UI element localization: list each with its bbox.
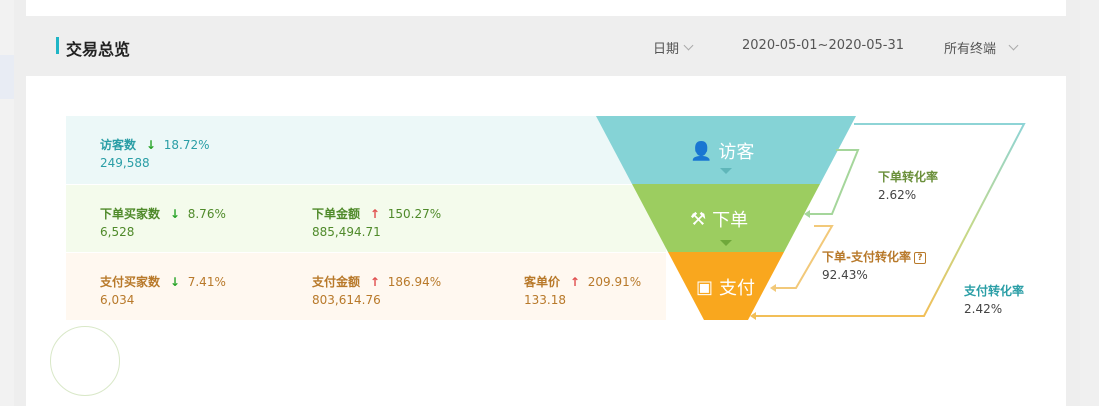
arrow-up-icon: ↑ (369, 207, 380, 221)
metric-value: 133.18 (524, 293, 566, 307)
arrow-down-icon: ↓ (145, 138, 156, 152)
funnel-order-label: ⚒ 下单 (690, 206, 748, 232)
left-nav-active-item[interactable] (0, 55, 14, 99)
chart-partial-circle (50, 326, 120, 396)
metric-label: 支付金额 (312, 275, 361, 289)
arrow-up-icon: ↑ (569, 275, 580, 289)
rate-value: 2.42% (964, 302, 1003, 316)
funnel-visitor-stage (596, 116, 856, 184)
visitor-to-order-connector (810, 149, 860, 215)
chevron-down-icon (1008, 40, 1019, 51)
metric-avg-order-value: 客单价 ↑ 209.91% 133.18 (524, 273, 641, 307)
metric-order-buyers: 下单买家数 ↓ 8.76% 6,528 (100, 205, 226, 239)
section-title: 交易总览 (66, 40, 131, 59)
wallet-icon: ▣ (696, 276, 714, 298)
funnel-pay-label: ▣ 支付 (696, 274, 755, 300)
order-to-pay-connector (776, 225, 834, 289)
metric-pay-buyers: 支付买家数 ↓ 7.41% 6,034 (100, 273, 226, 307)
rate-label-wrap: 下单-支付转化率? (822, 248, 926, 265)
conversion-funnel (596, 116, 1026, 320)
terminal-filter-label: 所有终端 (944, 42, 997, 57)
rate-value: 92.43% (822, 268, 868, 282)
order-row: 下单买家数 ↓ 8.76% 6,528 下单金额 ↑ 150.27% 885,4… (66, 184, 666, 252)
trade-overview-panel: 访客数 ↓ 18.72% 249,588 下单买家数 ↓ 8.76% 6,528… (26, 76, 1066, 406)
arrow-left-icon (750, 312, 756, 320)
user-icon: 👤 (690, 140, 713, 162)
metric-value: 6,528 (100, 225, 135, 239)
metric-pct: 209.91% (587, 275, 642, 289)
pay-conversion-rate: 支付转化率 2.42% (964, 282, 1024, 316)
funnel-visitor-text: 访客 (718, 142, 755, 163)
metric-label: 支付买家数 (100, 275, 161, 289)
date-filter-dropdown[interactable]: 日期 (653, 38, 694, 57)
left-nav-strip (0, 0, 14, 406)
arrow-left-icon (770, 284, 776, 292)
help-icon[interactable]: ? (913, 252, 926, 264)
visitor-row: 访客数 ↓ 18.72% 249,588 (66, 116, 666, 184)
title-accent-bar (56, 37, 59, 54)
funnel-order-text: 下单 (712, 210, 749, 231)
chevron-down-icon (683, 40, 694, 51)
date-filter-label: 日期 (653, 42, 680, 57)
metric-pct: 150.27% (387, 207, 442, 221)
metric-value: 249,588 (100, 156, 150, 170)
funnel-stage-pointer (720, 240, 732, 246)
metric-visitors: 访客数 ↓ 18.72% 249,588 (100, 136, 210, 170)
date-range-value: 2020-05-01~2020-05-31 (742, 38, 904, 53)
arrow-down-icon: ↓ (169, 275, 180, 289)
metric-value: 803,614.76 (312, 293, 381, 307)
rate-label: 下单转化率 (878, 170, 939, 184)
page-scrollbar[interactable] (1080, 0, 1099, 406)
date-range-picker[interactable]: 2020-05-01~2020-05-31 (742, 38, 904, 53)
metric-value: 6,034 (100, 293, 135, 307)
funnel-stage-pointer (720, 168, 732, 174)
metric-pct: 8.76% (187, 207, 226, 221)
metric-pct: 18.72% (163, 138, 210, 152)
metric-value: 885,494.71 (312, 225, 381, 239)
rate-label: 下单-支付转化率 (822, 250, 911, 264)
arrow-up-icon: ↑ (369, 275, 380, 289)
section-header: 交易总览 日期 2020-05-01~2020-05-31 所有终端 (26, 16, 1066, 76)
order-pay-conversion-rate: 下单-支付转化率? 92.43% (822, 248, 926, 282)
funnel-pay-stage (668, 252, 784, 320)
metric-pct: 7.41% (187, 275, 226, 289)
metric-pay-amount: 支付金额 ↑ 186.94% 803,614.76 (312, 273, 441, 307)
gavel-icon: ⚒ (690, 208, 707, 230)
arrow-left-icon (804, 210, 810, 218)
rate-label: 支付转化率 (964, 284, 1025, 298)
funnel-order-stage (632, 184, 820, 252)
metric-label: 客单价 (524, 275, 561, 289)
metric-label: 下单金额 (312, 207, 361, 221)
order-conversion-rate: 下单转化率 2.62% (878, 168, 938, 202)
pay-row: 支付买家数 ↓ 7.41% 6,034 支付金额 ↑ 186.94% 803,6… (66, 252, 666, 320)
metric-order-amount: 下单金额 ↑ 150.27% 885,494.71 (312, 205, 441, 239)
metric-label: 下单买家数 (100, 207, 161, 221)
metric-label: 访客数 (100, 138, 137, 152)
arrow-down-icon: ↓ (169, 207, 180, 221)
rate-value: 2.62% (878, 188, 917, 202)
funnel-pay-text: 支付 (719, 278, 756, 299)
top-card-edge (26, 0, 1066, 16)
funnel-visitor-label: 👤 访客 (690, 138, 754, 164)
terminal-filter-dropdown[interactable]: 所有终端 (944, 38, 1019, 57)
metric-pct: 186.94% (387, 275, 442, 289)
visitor-to-pay-connector (756, 123, 1026, 317)
